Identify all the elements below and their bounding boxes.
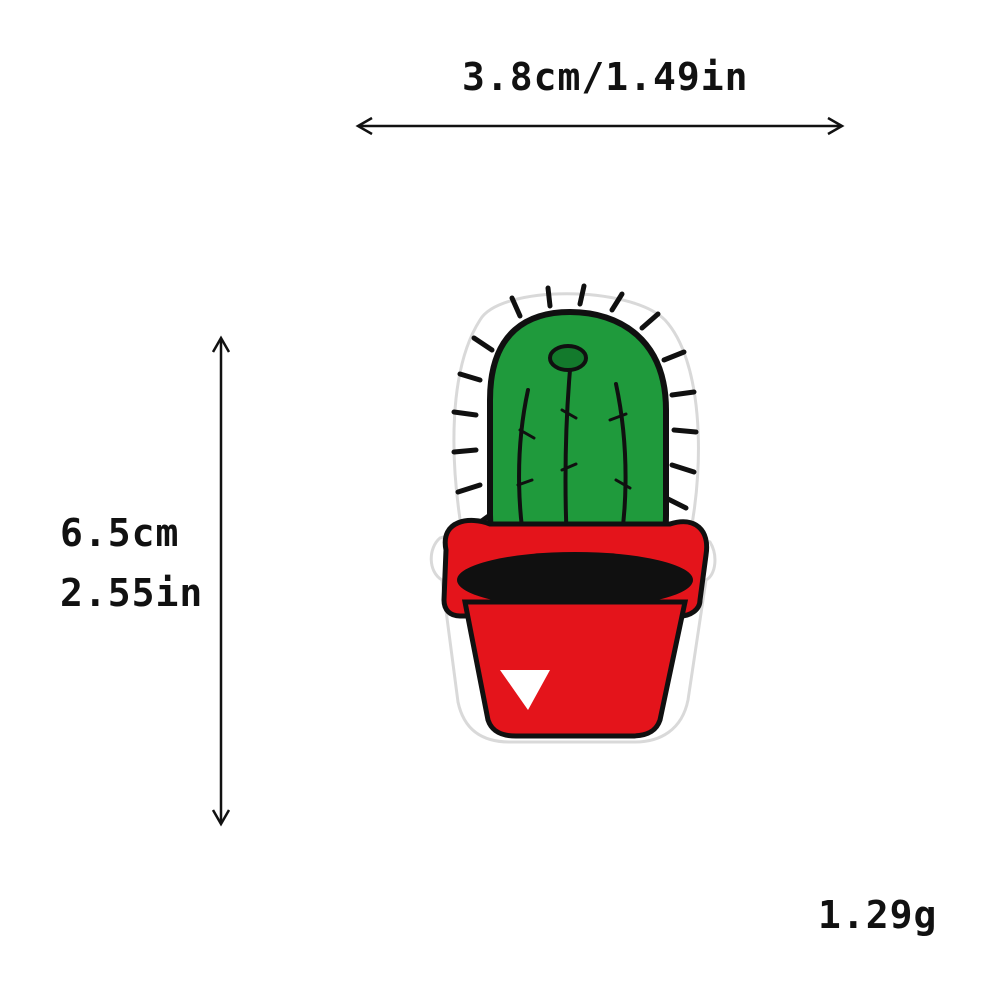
width-measurement-label: 3.8cm/1.49in xyxy=(462,55,749,99)
flower-pot xyxy=(441,517,710,739)
height-cm-label: 6.5cm xyxy=(60,511,180,555)
height-arrow xyxy=(211,335,231,827)
width-arrow xyxy=(355,116,845,136)
weight-label: 1.29g xyxy=(818,893,938,937)
height-in-label: 2.55in xyxy=(60,571,204,615)
cactus-patch-image xyxy=(429,283,717,744)
